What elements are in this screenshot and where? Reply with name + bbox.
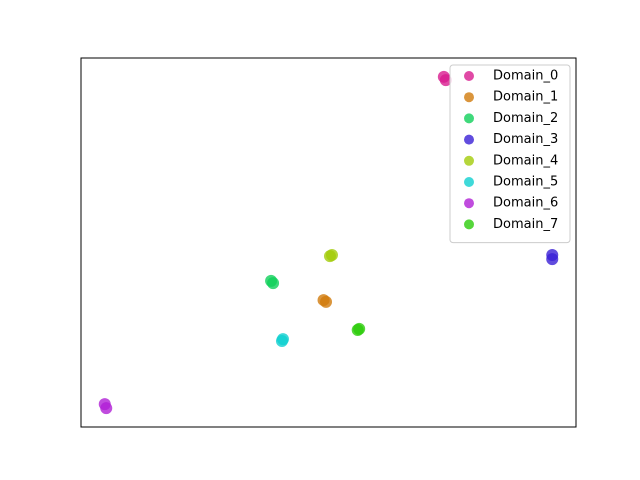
legend-marker	[464, 198, 474, 209]
legend-marker	[464, 134, 474, 145]
legend-label: Domain_5	[493, 175, 558, 190]
legend-box	[449, 64, 571, 244]
point	[439, 74, 452, 87]
legend-marker	[464, 155, 474, 166]
legend-label: Domain_7	[493, 217, 558, 232]
legend-marker	[464, 113, 474, 124]
legend-marker	[464, 219, 474, 230]
point	[267, 277, 280, 290]
legend-marker	[464, 177, 474, 187]
legend-label: Domain_4	[493, 153, 558, 168]
legend-marker	[464, 71, 474, 81]
legend-label: Domain_2	[493, 111, 558, 126]
point	[100, 402, 113, 415]
point	[546, 253, 559, 266]
point	[325, 249, 338, 262]
legend-label: Domain_3	[493, 132, 558, 147]
legend-label: Domain_6	[493, 196, 558, 211]
point	[320, 295, 333, 308]
point	[353, 322, 366, 335]
legend-marker	[464, 92, 474, 103]
legend-label: Domain_1	[493, 90, 558, 105]
legend-label: Domain_0	[493, 69, 558, 84]
point	[275, 335, 288, 348]
